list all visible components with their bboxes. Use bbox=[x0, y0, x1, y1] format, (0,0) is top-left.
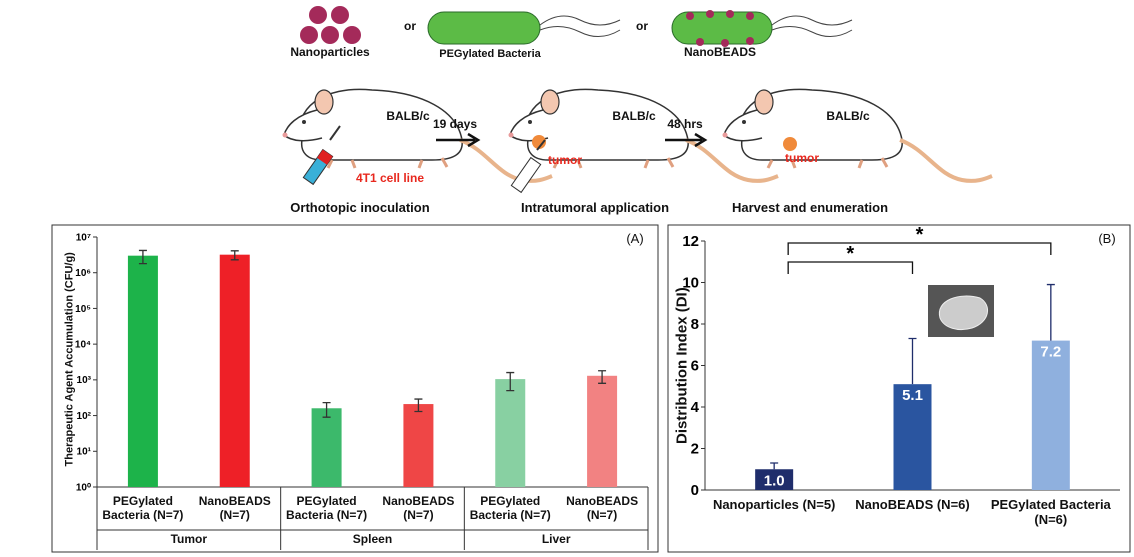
error-bar bbox=[908, 337, 917, 385]
bar bbox=[495, 379, 526, 487]
mouse-illustration bbox=[720, 87, 994, 183]
y-tick-label: 8 bbox=[691, 316, 699, 333]
bar bbox=[219, 254, 250, 487]
strain-label: BALB/c bbox=[612, 109, 656, 123]
bar bbox=[1031, 340, 1070, 490]
x-tick-label: Nanoparticles (N=5) bbox=[712, 497, 836, 512]
y-tick-label: 6 bbox=[691, 358, 699, 375]
error-bar bbox=[770, 462, 779, 470]
step-label: Orthotopic inoculation bbox=[290, 200, 430, 215]
bar bbox=[311, 408, 342, 487]
x-tick-label: NanoBEADS (N=7) bbox=[382, 494, 455, 522]
error-bar bbox=[598, 370, 607, 384]
y-tick-label: 4 bbox=[691, 399, 700, 416]
step-label: Intratumoral application bbox=[520, 200, 670, 215]
connector: or bbox=[404, 19, 416, 33]
step-label: Harvest and enumeration bbox=[731, 200, 889, 215]
x-tick-label: PEGylated Bacteria (N=7) bbox=[102, 494, 184, 522]
y-axis-label: Therapeutic Agent Accumulation (CFU/g) bbox=[63, 252, 76, 467]
y-tick-label: 10⁷ bbox=[76, 232, 91, 243]
y-axis-label: Distribution Index (DI) bbox=[673, 286, 691, 444]
bar bbox=[403, 404, 434, 487]
y-tick-label: 10⁵ bbox=[75, 304, 91, 315]
nanobeads-icon bbox=[671, 10, 853, 47]
y-tick-label: 10⁶ bbox=[75, 268, 91, 279]
y-tick-label: 2 bbox=[691, 441, 699, 458]
nanoparticles-icon bbox=[300, 6, 361, 44]
arrow bbox=[436, 132, 481, 148]
group-label: Spleen bbox=[352, 532, 393, 546]
interval-label: 19 days bbox=[432, 117, 478, 131]
x-tick-label: PEGylated Bacteria (N=7) bbox=[286, 494, 368, 522]
tumor-marker bbox=[783, 137, 797, 151]
bar bbox=[127, 255, 158, 487]
tumor-marker bbox=[532, 135, 546, 149]
tumor-label: tumor bbox=[548, 153, 582, 167]
value-label: 1.0 bbox=[764, 472, 785, 489]
value-label: 5.1 bbox=[902, 387, 923, 404]
error-bar bbox=[322, 402, 331, 418]
significance-label: * bbox=[846, 243, 854, 265]
error-bar bbox=[506, 371, 515, 392]
sem-inset bbox=[928, 285, 994, 337]
y-tick-label: 10 bbox=[682, 275, 699, 292]
bar bbox=[755, 469, 794, 490]
interval-label: 48 hrs bbox=[667, 117, 703, 131]
error-bar bbox=[1046, 283, 1055, 341]
y-tick-label: 10² bbox=[77, 411, 92, 422]
syringe bbox=[510, 139, 546, 194]
y-tick-label: 0 bbox=[691, 482, 699, 499]
y-tick-label: 12 bbox=[682, 233, 699, 250]
y-tick-label: 10³ bbox=[77, 375, 92, 386]
agent-label: NanoBEADS bbox=[683, 45, 756, 59]
panel-label: (B) bbox=[1098, 231, 1116, 246]
strain-label: BALB/c bbox=[826, 109, 870, 123]
bar bbox=[893, 384, 932, 490]
group-label: Liver bbox=[541, 532, 571, 546]
bar bbox=[587, 375, 618, 487]
group-label: Tumor bbox=[170, 532, 208, 546]
error-bar bbox=[414, 398, 423, 413]
cell-line-label: 4T1 cell line bbox=[355, 171, 425, 185]
y-tick-label: 10⁴ bbox=[75, 339, 91, 350]
panel-label: (A) bbox=[626, 231, 644, 246]
panel-frame bbox=[667, 224, 1131, 553]
error-bar bbox=[230, 250, 239, 261]
significance-bracket bbox=[787, 242, 1052, 255]
y-tick-label: 10⁰ bbox=[76, 482, 91, 493]
agent-label: Nanoparticles bbox=[290, 45, 370, 59]
panel-frame bbox=[51, 224, 659, 553]
value-label: 7.2 bbox=[1040, 344, 1061, 361]
x-tick-label: NanoBEADS (N=6) bbox=[855, 497, 970, 512]
syringe bbox=[302, 125, 341, 186]
agent-label: PEGylated Bacteria bbox=[439, 48, 541, 60]
tumor-label: tumor bbox=[785, 151, 819, 165]
x-tick-label: NanoBEADS (N=7) bbox=[198, 494, 271, 522]
x-tick-label: NanoBEADS (N=7) bbox=[566, 494, 639, 522]
arrow bbox=[665, 132, 708, 148]
connector: or bbox=[636, 19, 648, 33]
bacteria-icon bbox=[427, 11, 621, 45]
significance-bracket bbox=[787, 261, 914, 274]
significance-label: * bbox=[916, 224, 924, 246]
y-tick-label: 10¹ bbox=[77, 447, 92, 458]
error-bar bbox=[138, 249, 147, 265]
strain-label: BALB/c bbox=[386, 109, 430, 123]
x-tick-label: PEGylated Bacteria (N=6) bbox=[990, 497, 1111, 527]
x-tick-label: PEGylated Bacteria (N=7) bbox=[469, 494, 551, 522]
